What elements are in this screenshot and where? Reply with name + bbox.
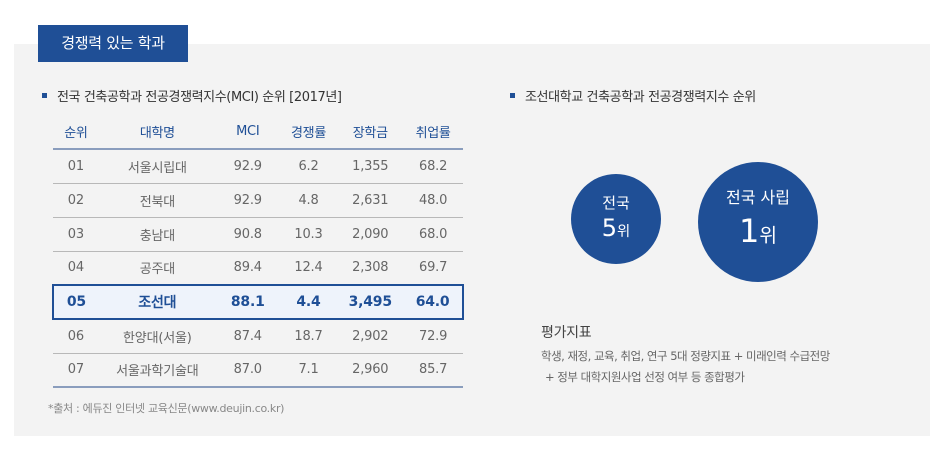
cell-scholarship: 2,902: [337, 319, 404, 354]
mci-ranking-title: 전국 건축공학과 전공경쟁력지수(MCI) 순위 [2017년]: [57, 90, 342, 105]
table-row: 06 한양대(서울) 87.4 18.7 2,902 72.9: [53, 319, 463, 354]
table-row: 02 전북대 92.9 4.8 2,631 48.0: [53, 183, 463, 218]
cell-rank: 02: [53, 183, 99, 218]
eval-title: 평가지표: [541, 325, 592, 341]
cell-employment: 68.0: [403, 217, 463, 252]
badge-label: 전국: [602, 194, 630, 212]
cell-university: 충남대: [98, 217, 216, 252]
cell-university: 공주대: [98, 251, 216, 286]
cell-scholarship: 2,308: [337, 251, 404, 286]
eval-line-2: + 정부 대학지원사업 선정 여부 등 종합평가: [545, 370, 745, 384]
cell-university: 조선대: [98, 284, 216, 320]
cell-scholarship: 1,355: [337, 149, 404, 184]
cell-mci: 92.9: [215, 183, 280, 218]
cell-rank: 03: [53, 217, 99, 252]
cell-university: 한양대(서울): [98, 319, 216, 354]
header-mci: MCI: [215, 115, 280, 150]
cell-competition: 7.1: [279, 353, 338, 388]
badge-rank-number: 1: [738, 212, 760, 250]
mci-ranking-heading: 전국 건축공학과 전공경쟁력지수(MCI) 순위 [2017년]: [42, 86, 342, 105]
badge-label: 전국 사립: [726, 188, 790, 207]
cell-rank: 06: [53, 319, 99, 354]
cell-rank: 05: [52, 284, 99, 320]
cell-rank: 01: [53, 149, 99, 184]
cell-mci: 87.0: [215, 353, 280, 388]
header-rank: 순위: [53, 115, 99, 150]
cell-scholarship: 2,631: [337, 183, 404, 218]
chosun-ranking-title: 조선대학교 건축공학과 전공경쟁력지수 순위: [525, 90, 756, 105]
eval-line-1: 학생, 재정, 교육, 취업, 연구 5대 정량지표 + 미래인력 수급전망: [541, 349, 830, 363]
header-university: 대학명: [98, 115, 216, 150]
cell-mci: 87.4: [215, 319, 280, 354]
badge-rank-number: 5: [601, 214, 618, 242]
cell-mci: 90.8: [215, 217, 280, 252]
cell-competition: 4.4: [279, 284, 338, 320]
table-row: 03 충남대 90.8 10.3 2,090 68.0: [53, 217, 463, 252]
national-rank-badge: 전국 5위: [571, 174, 661, 264]
badge-rank-unit: 위: [617, 224, 631, 240]
cell-scholarship: 3,495: [337, 284, 404, 320]
cell-scholarship: 2,960: [337, 353, 404, 388]
badge-rank-unit: 위: [759, 224, 777, 247]
private-rank-badge: 전국 사립 1위: [698, 162, 818, 282]
cell-mci: 92.9: [215, 149, 280, 184]
table-row: 01 서울시립대 92.9 6.2 1,355 68.2: [53, 149, 463, 184]
table-row-highlighted: 05 조선대 88.1 4.4 3,495 64.0: [52, 284, 464, 320]
cell-competition: 6.2: [279, 149, 338, 184]
cell-university: 서울시립대: [98, 149, 216, 184]
badge-rank: 5위: [571, 214, 661, 242]
cell-employment: 72.9: [403, 319, 463, 354]
cell-employment: 64.0: [403, 284, 464, 320]
badge-rank: 1위: [698, 212, 818, 250]
table-row: 07 서울과학기술대 87.0 7.1 2,960 85.7: [53, 353, 463, 388]
cell-competition: 4.8: [279, 183, 338, 218]
header-employment: 취업률: [403, 115, 463, 150]
square-bullet-icon: [510, 93, 515, 98]
cell-employment: 48.0: [403, 183, 463, 218]
table-row: 04 공주대 89.4 12.4 2,308 69.7: [53, 251, 463, 286]
cell-rank: 04: [53, 251, 99, 286]
cell-mci: 88.1: [215, 284, 280, 320]
section-tag: 경쟁력 있는 학과: [38, 25, 188, 62]
header-scholarship: 장학금: [337, 115, 404, 150]
table-header-row: 순위 대학명 MCI 경쟁률 장학금 취업률: [53, 115, 463, 150]
chosun-ranking-heading: 조선대학교 건축공학과 전공경쟁력지수 순위: [510, 86, 756, 105]
cell-mci: 89.4: [215, 251, 280, 286]
cell-competition: 18.7: [279, 319, 338, 354]
square-bullet-icon: [42, 93, 47, 98]
cell-employment: 68.2: [403, 149, 463, 184]
cell-competition: 12.4: [279, 251, 338, 286]
cell-employment: 85.7: [403, 353, 463, 388]
cell-university: 전북대: [98, 183, 216, 218]
header-competition: 경쟁률: [279, 115, 338, 150]
mci-ranking-table: 순위 대학명 MCI 경쟁률 장학금 취업률 01 서울시립대 92.9 6.2…: [52, 115, 464, 388]
cell-scholarship: 2,090: [337, 217, 404, 252]
cell-university: 서울과학기술대: [98, 353, 216, 388]
cell-rank: 07: [53, 353, 99, 388]
cell-competition: 10.3: [279, 217, 338, 252]
source-note: *출처 : 에듀진 인터넷 교육신문(www.deujin.co.kr): [48, 402, 285, 415]
cell-employment: 69.7: [403, 251, 463, 286]
